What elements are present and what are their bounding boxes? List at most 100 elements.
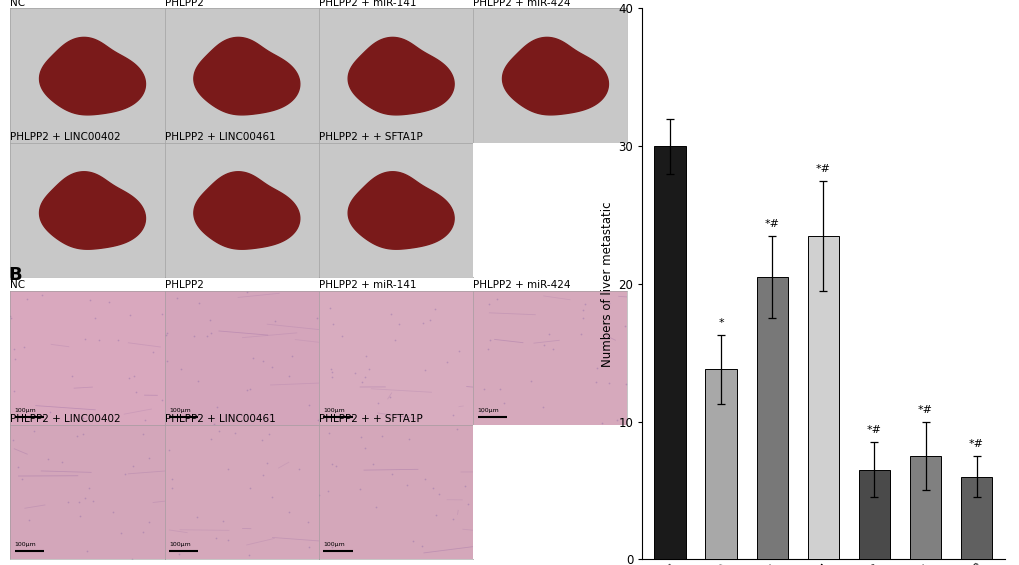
- Point: [323, 460, 339, 469]
- Point: [323, 542, 339, 551]
- Point: [284, 351, 301, 360]
- Point: [311, 490, 327, 499]
- Point: [82, 296, 98, 305]
- Point: [77, 494, 94, 503]
- Point: [63, 371, 79, 380]
- Point: [309, 314, 325, 323]
- Point: [158, 331, 174, 340]
- Point: [321, 428, 337, 437]
- Point: [608, 415, 625, 424]
- Point: [312, 415, 328, 424]
- Point: [158, 328, 174, 337]
- Point: [189, 512, 205, 521]
- Text: PHLPP2 + LINC00402: PHLPP2 + LINC00402: [10, 414, 120, 424]
- Point: [301, 542, 317, 551]
- Point: [170, 549, 186, 558]
- Point: [540, 329, 556, 338]
- Text: *#: *#: [968, 439, 983, 449]
- Point: [255, 471, 271, 480]
- Point: [479, 345, 495, 354]
- Point: [444, 514, 461, 523]
- Point: [523, 376, 539, 385]
- Point: [444, 411, 461, 420]
- Point: [577, 299, 593, 308]
- Point: [206, 419, 222, 428]
- Point: [589, 364, 605, 373]
- Point: [209, 402, 225, 411]
- Point: [245, 354, 261, 363]
- Point: [159, 357, 175, 366]
- Point: [301, 401, 317, 410]
- Text: PHLPP2 + + SFTA1P: PHLPP2 + + SFTA1P: [319, 132, 422, 142]
- Point: [202, 315, 218, 324]
- Point: [328, 462, 344, 471]
- Point: [141, 517, 157, 526]
- Polygon shape: [194, 37, 300, 115]
- Bar: [807, 236, 839, 559]
- Text: PHLPP2 + miR-141: PHLPP2 + miR-141: [319, 0, 416, 8]
- Point: [323, 364, 339, 373]
- Point: [428, 511, 444, 520]
- Polygon shape: [510, 44, 600, 110]
- Point: [203, 434, 219, 444]
- Point: [110, 336, 126, 345]
- Point: [69, 432, 86, 441]
- Point: [574, 306, 590, 315]
- Bar: [654, 146, 686, 559]
- Point: [145, 347, 161, 356]
- Point: [124, 462, 141, 471]
- Point: [242, 484, 258, 493]
- Point: [600, 298, 616, 307]
- Point: [254, 436, 270, 445]
- Point: [587, 378, 603, 387]
- Point: [333, 332, 350, 341]
- Point: [391, 319, 408, 328]
- Point: [593, 418, 609, 427]
- Point: [415, 318, 431, 327]
- Text: B: B: [8, 267, 22, 284]
- Point: [255, 357, 271, 366]
- Text: NC: NC: [10, 280, 25, 290]
- Point: [491, 384, 507, 393]
- Point: [346, 368, 363, 377]
- Point: [417, 366, 433, 375]
- Point: [122, 311, 139, 320]
- Point: [135, 528, 151, 537]
- Bar: [909, 456, 941, 559]
- Text: NC: NC: [10, 0, 25, 8]
- Point: [113, 528, 129, 537]
- Point: [310, 416, 326, 425]
- Point: [280, 507, 297, 516]
- Point: [370, 398, 386, 407]
- Point: [86, 496, 102, 505]
- Point: [121, 373, 138, 382]
- Point: [6, 354, 22, 363]
- Point: [78, 547, 95, 556]
- Text: *#: *#: [764, 219, 780, 229]
- Point: [164, 483, 180, 492]
- Point: [398, 480, 415, 489]
- Point: [263, 363, 279, 372]
- Point: [365, 460, 381, 469]
- Point: [203, 328, 219, 337]
- Point: [448, 425, 465, 434]
- Point: [413, 541, 429, 550]
- Point: [259, 458, 275, 467]
- Point: [242, 551, 258, 560]
- Point: [105, 508, 121, 517]
- Point: [123, 554, 140, 563]
- Text: PHLPP2 + LINC00461: PHLPP2 + LINC00461: [164, 414, 275, 424]
- Point: [281, 372, 298, 381]
- Point: [358, 351, 374, 360]
- Point: [476, 384, 492, 393]
- Point: [81, 484, 97, 493]
- Point: [386, 336, 403, 345]
- Point: [426, 305, 442, 314]
- Polygon shape: [202, 178, 291, 244]
- Polygon shape: [48, 44, 138, 110]
- Point: [321, 304, 337, 313]
- Point: [431, 489, 447, 498]
- Point: [135, 430, 151, 439]
- Point: [21, 515, 38, 524]
- Point: [261, 430, 277, 439]
